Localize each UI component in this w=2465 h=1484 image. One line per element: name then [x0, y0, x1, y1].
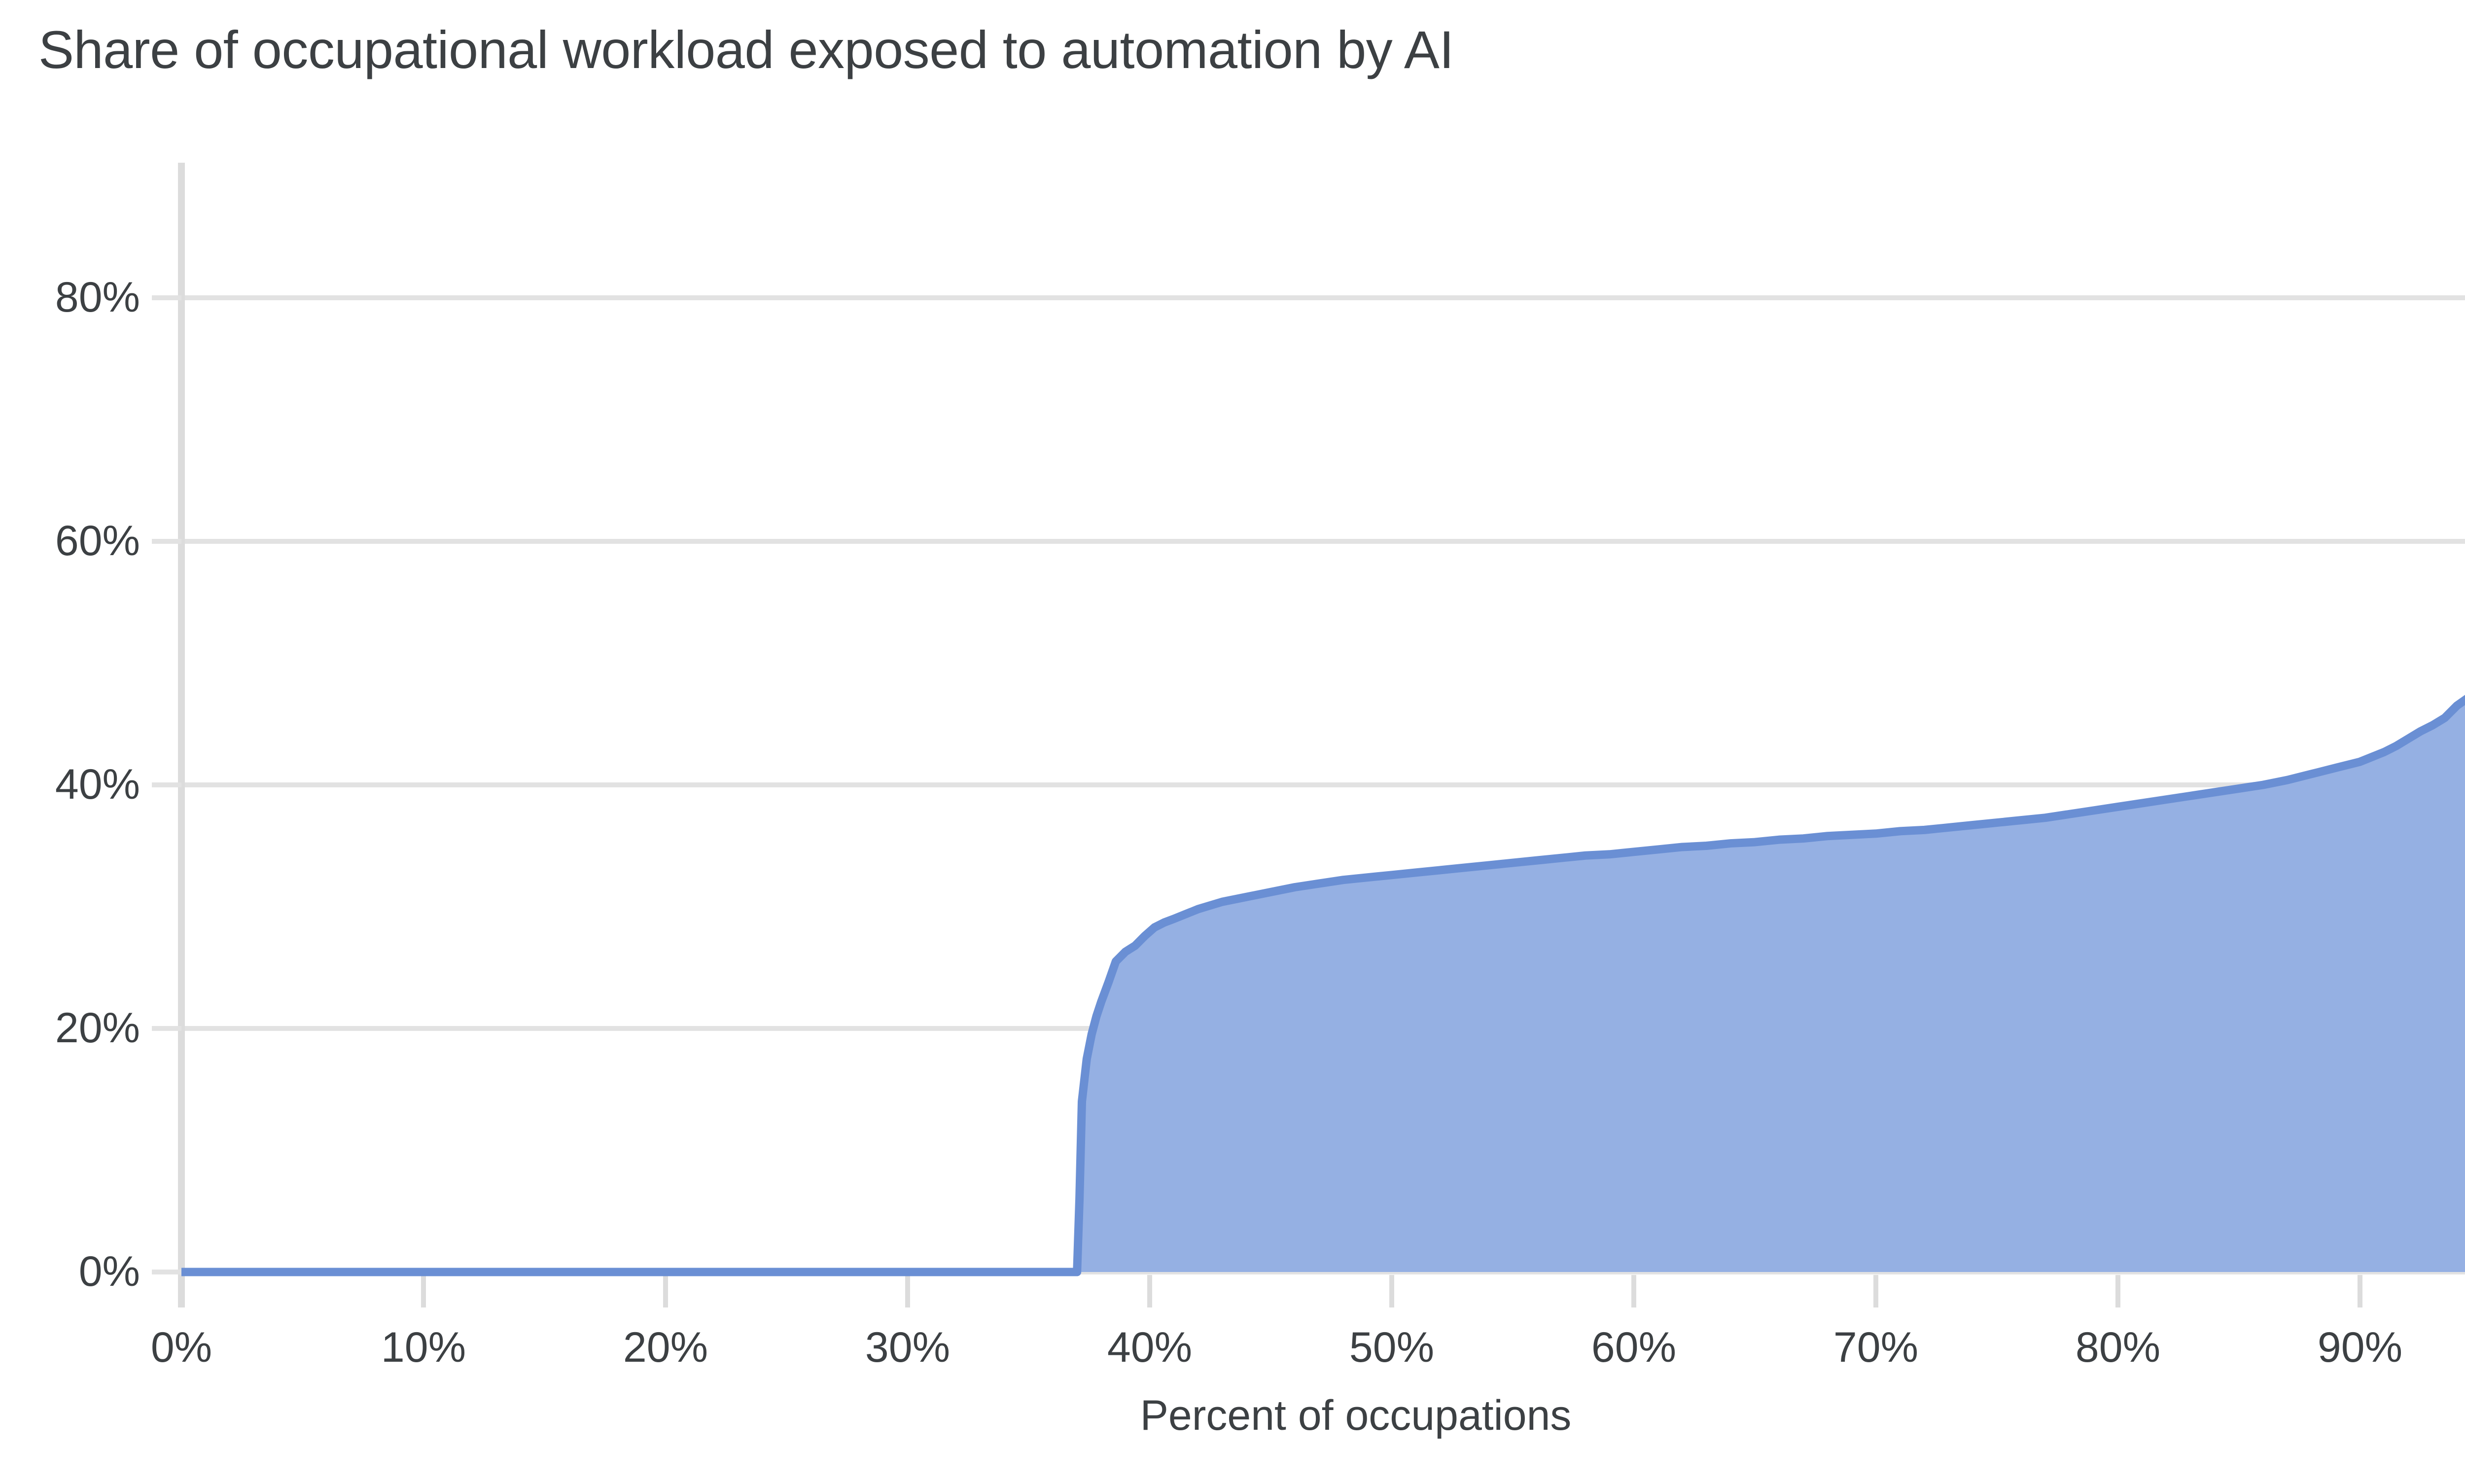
- x-axis-title: Percent of occupations: [1140, 1392, 1572, 1439]
- x-axis-tick-label: 90%: [2317, 1324, 2403, 1371]
- x-axis-tick-label: 50%: [1349, 1324, 1435, 1371]
- x-tick-marks: [179, 1275, 2362, 1307]
- x-axis-tick-label: 40%: [1107, 1324, 1193, 1371]
- y-axis-tick-label: 80%: [55, 274, 140, 321]
- chart-title: Share of occupational workload exposed t…: [38, 20, 1454, 79]
- area-series-fill: [181, 700, 2465, 1272]
- area-series-line: [181, 695, 2465, 1276]
- x-axis-tick-label: 60%: [1591, 1324, 1677, 1371]
- x-axis-tick-label: 10%: [381, 1324, 466, 1371]
- y-tick-marks: [152, 295, 181, 1274]
- x-axis-tick-label: 30%: [865, 1324, 951, 1371]
- x-axis-tick-label: 70%: [1833, 1324, 1919, 1371]
- y-axis-tick-label: 40%: [55, 761, 140, 808]
- x-axis-tick-label: 20%: [623, 1324, 708, 1371]
- y-axis-tick-label: 20%: [55, 1004, 140, 1052]
- y-axis-tick-label: 60%: [55, 517, 140, 565]
- x-axis-tick-label: 0%: [150, 1324, 212, 1371]
- y-axis-tick-label: 0%: [78, 1248, 140, 1295]
- x-axis-tick-label: 80%: [2075, 1324, 2161, 1371]
